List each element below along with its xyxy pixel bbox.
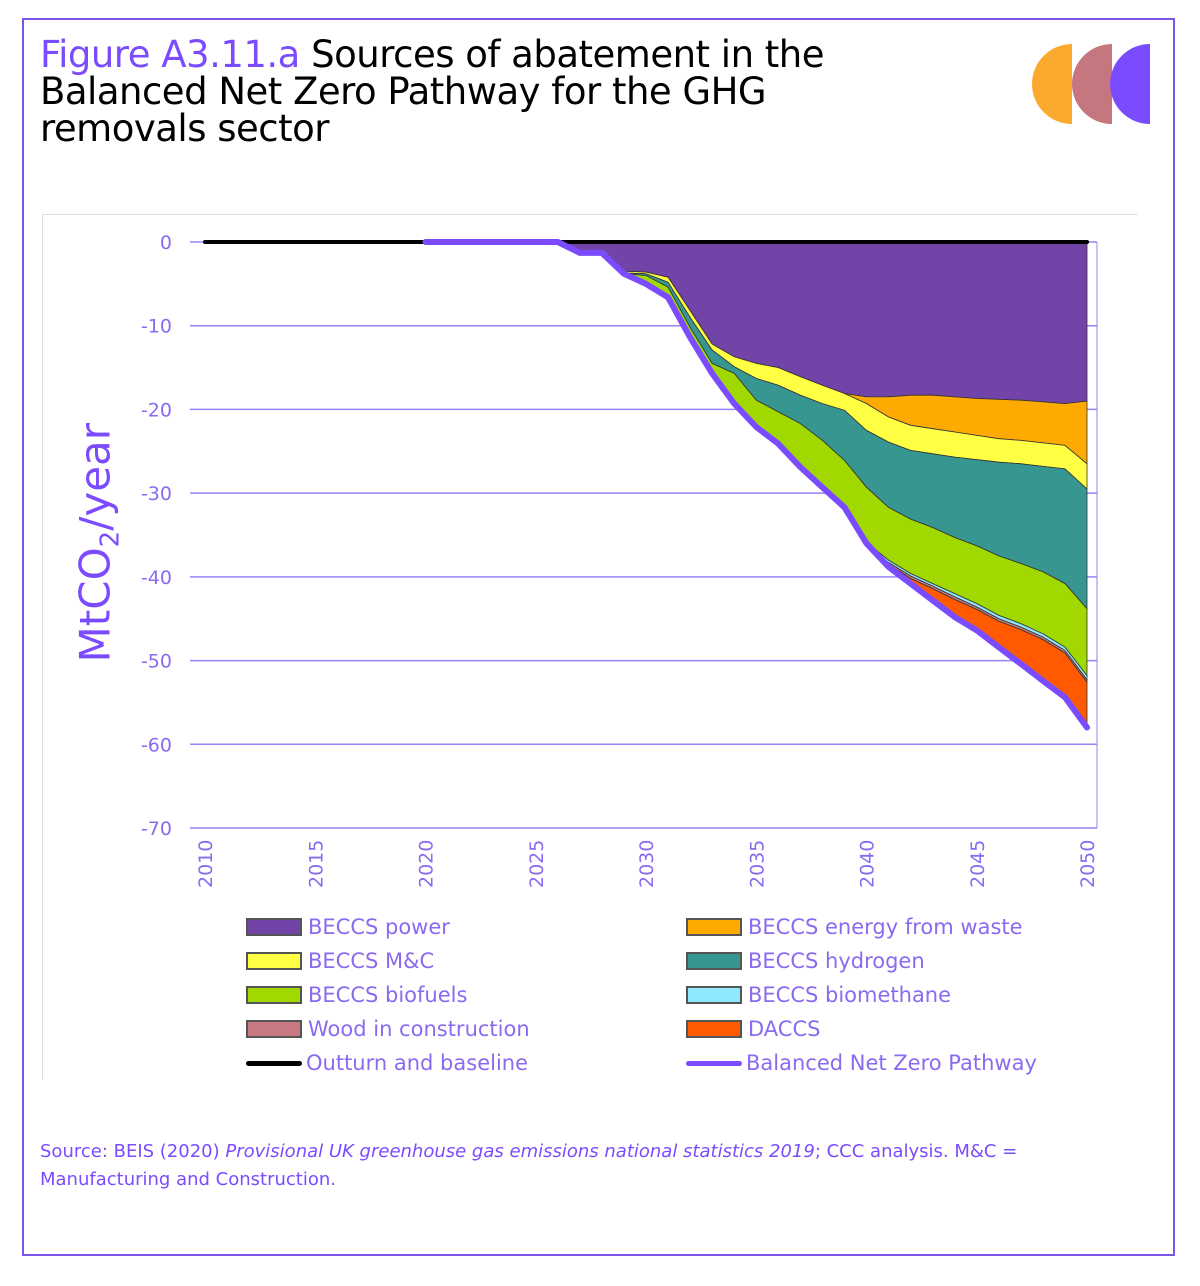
x-tick-label: 2040	[857, 840, 879, 888]
line-balanced-net-zero-pathway	[422, 239, 1090, 731]
figure-label: Figure A3.11.a	[40, 33, 300, 76]
y-axis-title-sub: 2	[95, 530, 126, 548]
x-tick-label: 2030	[636, 840, 658, 888]
y-axis-title: MtCO2/year	[70, 393, 125, 693]
logo-half-circle-rose	[1072, 44, 1112, 124]
legend-item: Wood in construction	[246, 1017, 530, 1041]
x-tick-label: 2025	[526, 840, 548, 888]
x-tick-label: 2010	[195, 840, 217, 888]
legend-swatch	[686, 1060, 742, 1066]
source-prefix: Source: BEIS (2020)	[40, 1141, 226, 1162]
x-tick-label: 2045	[967, 840, 989, 888]
x-tick-label: 2035	[746, 840, 768, 888]
legend-swatch	[246, 918, 302, 936]
figure-title-text: Sources of abatement in the Balanced Net…	[40, 33, 825, 150]
logo-half-circle-orange	[1032, 44, 1072, 124]
legend-item: BECCS biofuels	[246, 983, 467, 1007]
y-tick-label: -30	[141, 483, 172, 505]
x-tick-label: 2050	[1077, 840, 1099, 888]
legend-swatch	[246, 1060, 302, 1066]
legend-item: BECCS hydrogen	[686, 949, 925, 973]
legend-label: BECCS biofuels	[308, 983, 468, 1007]
legend-item: Balanced Net Zero Pathway	[686, 1051, 1037, 1075]
legend-label: BECCS hydrogen	[748, 949, 925, 973]
legend-item: BECCS energy from waste	[686, 915, 1023, 939]
legend-item: Outturn and baseline	[246, 1051, 528, 1075]
legend-label: Outturn and baseline	[306, 1051, 529, 1075]
x-tick-label: 2015	[305, 840, 327, 888]
y-axis-title-tail: /year	[70, 422, 120, 531]
figure-title: Figure A3.11.a Sources of abatement in t…	[40, 36, 940, 147]
y-tick-label: 0	[160, 232, 172, 254]
legend-label: BECCS biomethane	[748, 983, 952, 1007]
legend-swatch	[686, 952, 742, 970]
chart-frame-top	[42, 214, 1138, 215]
legend-item: DACCS	[686, 1017, 820, 1041]
source-title: Provisional UK greenhouse gas emissions …	[225, 1141, 815, 1162]
legend-swatch	[246, 986, 302, 1004]
legend-label: BECCS power	[308, 915, 450, 939]
ccc-logo	[1032, 44, 1150, 124]
y-tick-label: -70	[141, 818, 172, 840]
y-axis-title-main: MtCO	[70, 547, 120, 663]
legend-swatch	[686, 1020, 742, 1038]
chart: 0 -10 -20 -30 -40 -50 -60 -70 2010 2015 2020 2025 20…	[141, 232, 1099, 888]
source-suffix: ; CCC analysis. M&C = Manufacturing and …	[40, 1141, 1018, 1190]
legend-item: BECCS biomethane	[686, 983, 951, 1007]
y-tick-label: -40	[141, 567, 172, 589]
legend-swatch	[246, 952, 302, 970]
source-note: Source: BEIS (2020) Provisional UK green…	[40, 1138, 1090, 1194]
legend-label: Wood in construction	[308, 1017, 530, 1041]
legend-label: BECCS M&C	[308, 949, 435, 973]
legend-swatch	[686, 918, 742, 936]
legend-label: BECCS energy from waste	[748, 915, 1023, 939]
chart-frame-left	[42, 214, 43, 1080]
logo-half-circle-purple	[1110, 44, 1150, 124]
x-tick-label: 2020	[416, 840, 438, 888]
legend-label: DACCS	[748, 1017, 821, 1041]
legend-item: BECCS M&C	[246, 949, 434, 973]
y-tick-label: -10	[141, 316, 172, 338]
area-beccs-power	[557, 241, 1088, 405]
y-tick-label: -50	[141, 651, 172, 673]
legend-swatch	[246, 1020, 302, 1038]
y-tick-label: -20	[141, 399, 172, 421]
figure-frame	[22, 18, 1175, 1256]
y-tick-label: -60	[141, 734, 172, 756]
legend-label: Balanced Net Zero Pathway	[746, 1051, 1037, 1075]
legend-item: BECCS power	[246, 915, 450, 939]
legend-swatch	[686, 986, 742, 1004]
